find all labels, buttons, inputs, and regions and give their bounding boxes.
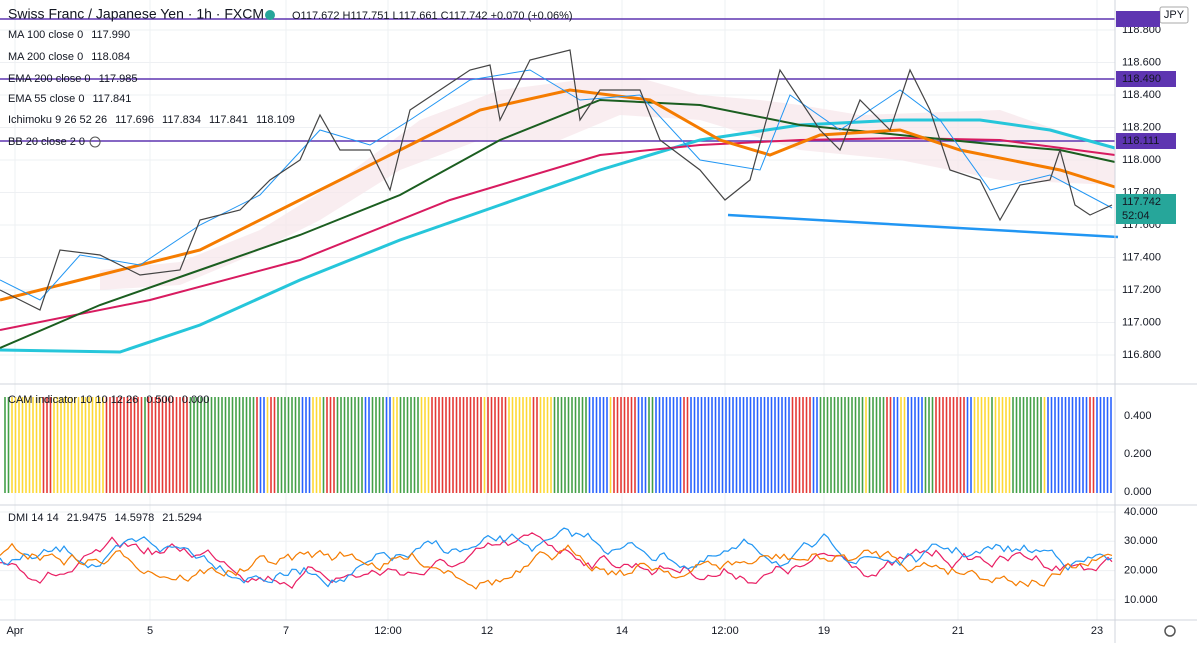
dmi-line [0,527,1113,588]
legend-value: 0.500 [146,394,174,406]
time-label: 19 [818,625,830,637]
legend-name: CAM indicator 10 10 12 26 [8,394,138,406]
legend-name: MA 100 close 0 [8,29,83,41]
price-line [0,49,1113,311]
price-tag-label: 117.742 [1122,196,1161,208]
dmi-axis-label: 40.000 [1124,506,1158,518]
ma200-line [0,118,1116,354]
price-tag [1116,133,1176,149]
dmi-axis-label: 30.000 [1124,535,1158,547]
ema55-line [0,88,1116,302]
ichimoku-conversion [0,69,1113,301]
legend-name: BB 20 close 2 0 [8,136,85,148]
legend-value: 117.985 [99,73,138,85]
currency: JPY [1164,9,1185,21]
time-label: 21 [952,625,964,637]
price-tag [1116,194,1176,224]
price-tag-label: 118.490 [1122,73,1161,85]
dmi-axis-label: 20.000 [1124,565,1158,577]
legend-value: 117.990 [91,29,130,41]
price-label: 118.600 [1122,56,1161,68]
symbol: Swiss Franc / Japanese Yen · 1h · FXCM [8,6,264,22]
legend-value: 21.5294 [162,512,202,524]
time-label: 5 [147,625,153,637]
legend-value: 21.9475 [67,512,107,524]
legend-value: 117.841 [209,114,248,126]
dmi-axis-label: 10.000 [1124,594,1158,606]
time-label: 12:00 [374,625,402,637]
ohlc: O117.672 H117.751 L117.661 C117.742 +0.0… [292,10,573,22]
time-label: 12 [481,625,493,637]
time-label: 14 [616,625,628,637]
legend-name: EMA 55 close 0 [8,93,84,105]
price-tag-timer: 52:04 [1122,210,1150,222]
price-tag [1116,71,1176,87]
price-label: 117.000 [1122,316,1161,328]
legend-name: Ichimoku 9 26 52 26 [8,114,107,126]
time-label: Apr [6,625,23,637]
visibility-icon [89,136,101,148]
price-label: 118.400 [1122,89,1161,101]
price-label: 117.400 [1122,251,1161,263]
legend-value: 14.5978 [115,512,155,524]
price-tag-label: 118.111 [1122,135,1159,147]
status-dot [265,10,275,20]
price-label: 118.200 [1122,121,1161,133]
legend-name: DMI 14 14 [8,512,59,524]
labels: Swiss Franc / Japanese Yen · 1h · FXCM O… [6,6,1189,637]
time-label: 23 [1091,625,1103,637]
ma100-line [0,98,1116,349]
trend-line [727,213,1119,239]
legend-value: 117.841 [92,93,131,105]
legend-value: 0.000 [182,394,210,406]
dmi-line [0,532,1113,589]
price-tag [1116,11,1160,27]
dmi-lines [0,527,1113,590]
cam-axis-label: 0.200 [1124,448,1152,460]
price-label: 116.800 [1122,349,1161,361]
legend-value: 118.084 [91,51,130,63]
legend-name: EMA 200 close 0 [8,73,91,85]
settings-icon[interactable] [1164,625,1176,637]
time-label: 7 [283,625,289,637]
price-label: 117.200 [1122,284,1161,296]
dmi-line [0,542,1113,590]
cam-bars [4,397,1112,493]
time-label: 12:00 [711,625,739,637]
legend-value: 118.109 [256,114,295,126]
price-label: 118.000 [1122,154,1161,166]
legend-value: 117.834 [162,114,201,126]
cam-axis-label: 0.400 [1124,410,1152,422]
legend-value: 117.696 [115,114,154,126]
legend-name: MA 200 close 0 [8,51,83,63]
cam-axis-label: 0.000 [1124,486,1152,498]
